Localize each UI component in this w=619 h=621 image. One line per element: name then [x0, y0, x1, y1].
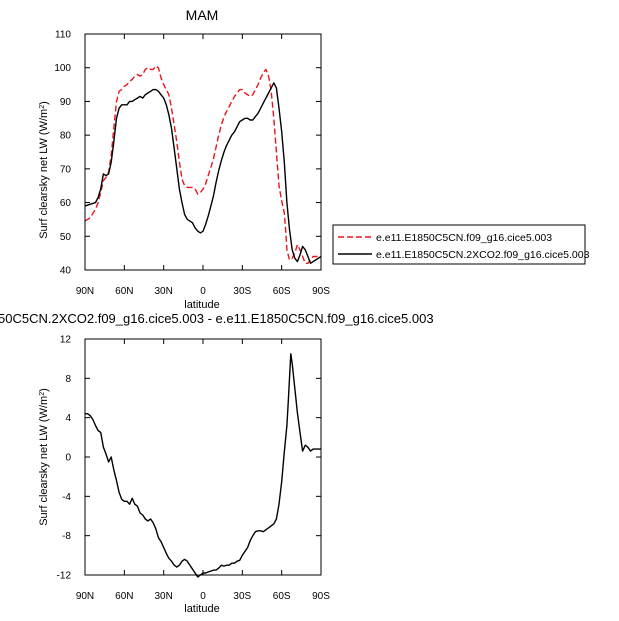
panel-bottom-x-tick-label: 30N	[154, 591, 172, 602]
panel-bottom-y-tick-label: 8	[65, 374, 71, 385]
legend: e.e11.E1850C5CN.f09_g16.cice5.003 e.e11.…	[332, 224, 590, 265]
panel-top-x-tick-label: 30S	[233, 286, 251, 297]
panel-top-x-tick-label: 0	[200, 286, 206, 297]
panel-bottom-xlabel: latitude	[184, 603, 219, 615]
panel-top-ylabel: Surf clearsky net LW (W/m2)	[38, 101, 50, 239]
panel-top-y-tick-label: 90	[60, 97, 72, 108]
panel-top-y-tick-label: 50	[60, 232, 72, 243]
panel-top-title: MAM	[186, 7, 219, 23]
panel-bottom-y-tick-label: -12	[57, 571, 72, 582]
panel-top-series-line-0	[84, 65, 321, 264]
panel-bottom-x-tick-label: 30S	[233, 591, 251, 602]
panel-bottom-y-tick-label: 4	[65, 413, 71, 424]
panel-top-xlabel: latitude	[184, 299, 219, 311]
panel-top-x-tick-label: 90N	[76, 286, 94, 297]
panel-top-x-tick-label: 60N	[115, 286, 133, 297]
panel-bottom-x-tick-label: 90N	[76, 591, 94, 602]
panel-top-y-tick-label: 60	[60, 198, 72, 209]
panel-bottom-ylabel: Surf clearsky net LW (W/m2)	[38, 388, 50, 526]
panel-top-y-tick-label: 110	[55, 30, 71, 41]
panel-top-y-tick-label: 40	[60, 266, 72, 277]
panel-bottom-x-tick-label: 0	[200, 591, 206, 602]
panel-bottom: 50C5CN.2XCO2.f09_g16.cice5.003 - e.e11.E…	[0, 311, 434, 615]
panel-bottom-x-tick-label: 60S	[273, 591, 291, 602]
panel-top-series	[84, 65, 322, 264]
panel-bottom-y-ticks: -12 -8 -4 0 4 8 12	[57, 335, 321, 582]
panel-top-series-line-1	[84, 82, 322, 264]
panel-top-y-tick-label: 70	[60, 164, 72, 175]
panel-bottom-y-tick-label: 0	[65, 453, 71, 464]
panel-bottom-x-tick-label: 90S	[312, 591, 330, 602]
panel-top-plot-frame	[84, 33, 322, 271]
panel-top-x-tick-label: 30N	[154, 286, 172, 297]
panel-top-y-tick-label: 80	[60, 131, 72, 142]
panel-top-x-tick-label: 90S	[312, 286, 330, 297]
panel-bottom-title: 50C5CN.2XCO2.f09_g16.cice5.003 - e.e11.E…	[0, 311, 434, 326]
panel-bottom-plot-frame	[84, 338, 322, 576]
legend-label-control: e.e11.E1850C5CN.f09_g16.cice5.003	[376, 232, 552, 244]
panel-top-x-tick-label: 60S	[273, 286, 291, 297]
panel-top-y-ticks: 40 50 60 70 80 90 100 110	[54, 30, 321, 277]
legend-label-2xco2: e.e11.E1850C5CN.2XCO2.f09_g16.cice5.003	[376, 249, 590, 261]
panel-bottom-y-tick-label: -4	[62, 492, 71, 503]
panel-bottom-y-tick-label: 12	[60, 335, 72, 346]
panel-bottom-y-tick-label: -8	[62, 531, 71, 542]
panel-bottom-series-line-0	[85, 353, 321, 578]
panel-bottom-series	[85, 353, 321, 578]
panel-top-y-tick-label: 100	[54, 63, 71, 74]
panel-bottom-x-tick-label: 60N	[115, 591, 133, 602]
panel-top: MAM Surf clearsky net LW (W/m2) latitude…	[38, 7, 330, 311]
legend-box	[332, 224, 586, 265]
